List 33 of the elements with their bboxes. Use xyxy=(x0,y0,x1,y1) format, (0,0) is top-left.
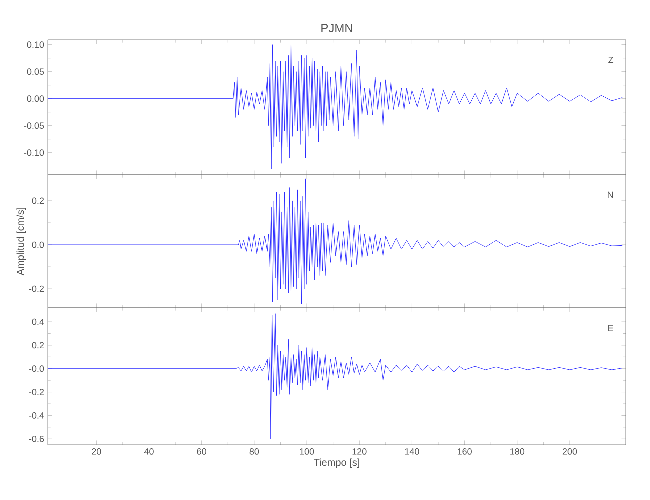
line-series xyxy=(48,44,623,170)
line-series xyxy=(48,178,623,305)
x-tick-label: 160 xyxy=(458,448,472,455)
x-tick-label: 40 xyxy=(144,448,154,455)
chart-title: PJMN xyxy=(322,24,352,32)
y-tick-label: 0.00 xyxy=(27,96,44,102)
x-tick-label: 140 xyxy=(405,448,420,455)
y-tick-label: 0.2 xyxy=(32,342,44,349)
y-axis-title: Amplitud [cm/s] xyxy=(16,208,26,276)
x-tick-label: 200 xyxy=(562,448,578,455)
y-tick-label: 0.4 xyxy=(32,318,44,326)
x-tick-label: 60 xyxy=(197,448,206,455)
y-tick-label: -0.2 xyxy=(29,286,44,292)
annotation: E xyxy=(608,325,614,332)
y-tick-label: -0.10 xyxy=(24,150,44,156)
x-tick-label: 20 xyxy=(92,448,102,455)
y-tick-label: 0.2 xyxy=(32,198,44,204)
annotation: Z xyxy=(608,57,614,64)
y-tick-label: 0.0 xyxy=(32,242,44,248)
annotation: N xyxy=(608,192,614,198)
x-axis-title: Tiempo [s] xyxy=(314,458,360,468)
x-tick-label: 100 xyxy=(300,448,314,455)
x-tick-label: 80 xyxy=(250,448,260,455)
y-tick-label: 0.10 xyxy=(27,42,44,48)
y-tick-label: -0.0 xyxy=(29,366,44,372)
line-series xyxy=(48,314,623,440)
y-tick-label: -0.6 xyxy=(29,436,44,442)
y-tick-label: -0.2 xyxy=(29,389,44,396)
y-tick-label: 0.05 xyxy=(27,68,44,76)
y-tick-label: -0.4 xyxy=(29,412,44,419)
x-tick-label: 120 xyxy=(352,448,367,455)
y-tick-label: -0.05 xyxy=(24,122,44,130)
x-tick-label: 180 xyxy=(510,448,525,455)
